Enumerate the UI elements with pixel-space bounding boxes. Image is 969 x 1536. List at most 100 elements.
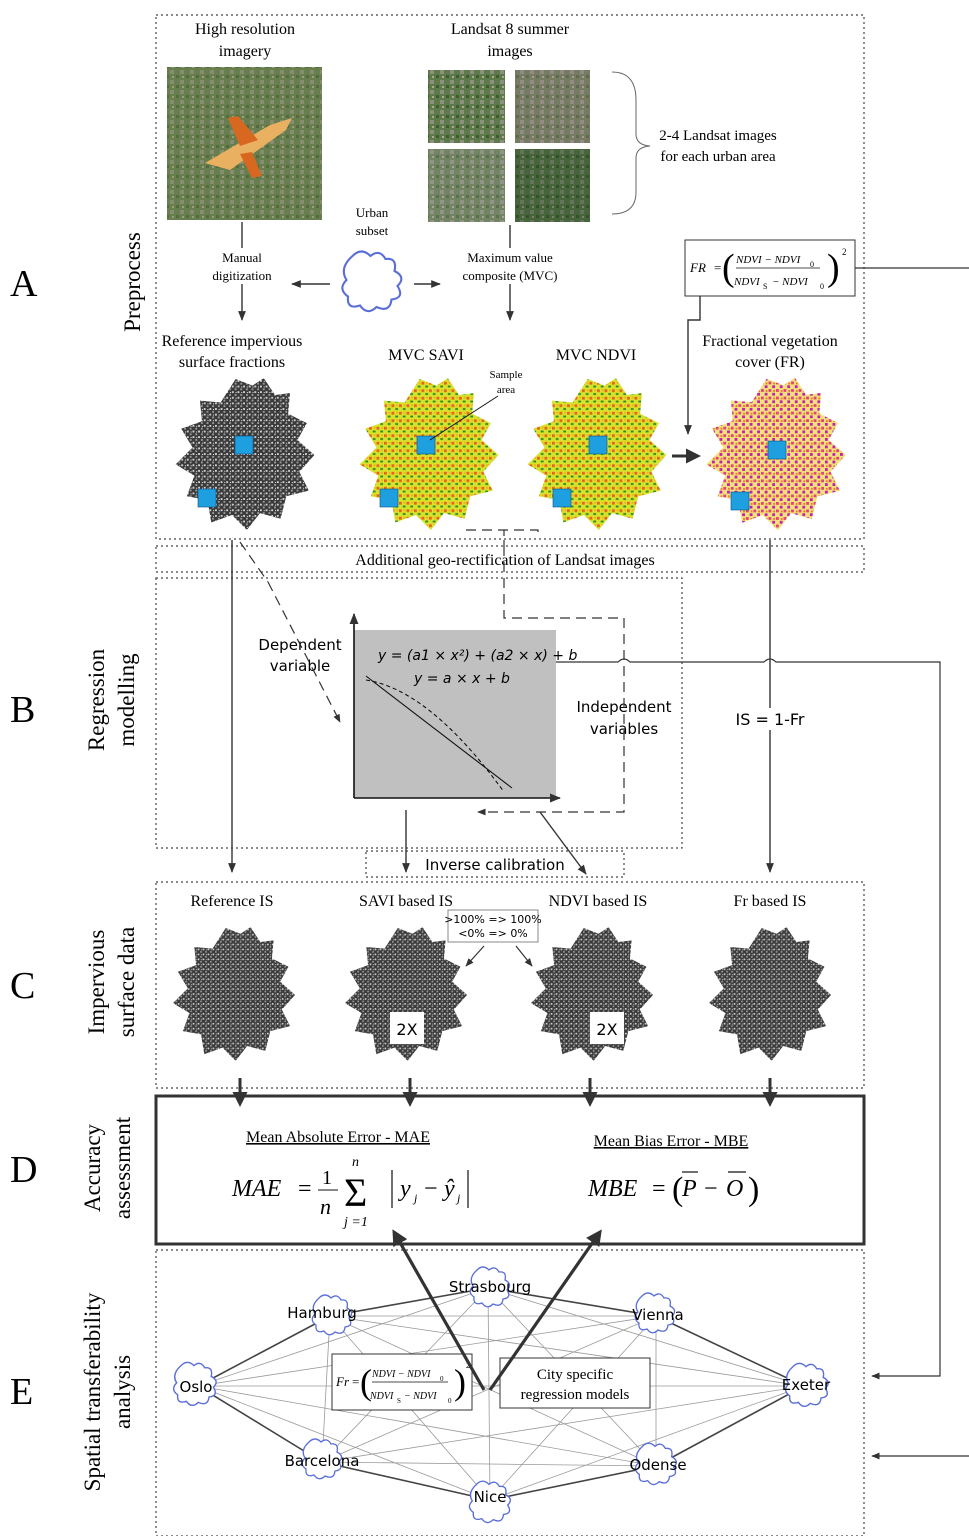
models-box [499, 1357, 651, 1409]
city-odense: Odense [629, 1456, 686, 1474]
urban-subset-label-2: subset [356, 223, 389, 238]
is-fr-label: Fr based IS [734, 893, 807, 910]
svg-text:y: y [398, 1176, 411, 1202]
landsat-label-2: images [487, 43, 532, 60]
is-savi-label: SAVI based IS [359, 893, 453, 910]
independent-arrow [477, 546, 625, 816]
regression-plot [354, 630, 556, 798]
sample-label-1: Sample [490, 369, 523, 381]
svg-text:FR: FR [689, 260, 706, 275]
mbe-title: Mean Bias Error - MBE [594, 1133, 749, 1150]
georect-frame [155, 545, 865, 573]
stage-label-accuracy-1: Accuracy [80, 1123, 105, 1212]
is-to-accuracy-arrows [232, 1078, 778, 1107]
clip-label-2: <0% => 0% [458, 927, 528, 940]
linear-fit-line [365, 675, 513, 789]
stage-letter-c: C [10, 965, 35, 1007]
svg-text:): ) [454, 1362, 466, 1402]
stage-label-transfer-2: analysis [110, 1355, 135, 1429]
svg-text:(: ( [722, 247, 735, 289]
urban-subset-label-1: Urban [356, 205, 389, 220]
svg-text:): ) [827, 247, 840, 289]
transfer-fr-formula: Fr = ( NDVI − NDVI 0 NDVI S − NDVI 0 ) 2 [331, 1353, 473, 1411]
svg-text:ŷ: ŷ [442, 1176, 455, 1202]
svg-text:S: S [397, 1397, 401, 1405]
fvc-label-1: Fractional vegetation [702, 333, 838, 350]
svg-text:NDVI: NDVI [369, 1391, 394, 1402]
stage-label-impervious-2: surface data [114, 927, 139, 1037]
stage-letter-e: E [10, 1371, 33, 1413]
high-res-image [167, 67, 322, 220]
clip-arrow-left [465, 945, 485, 967]
city-vienna: Vienna [632, 1306, 684, 1324]
mbe-formula: MBE = ( P − O ) [587, 1171, 759, 1208]
svg-text:0: 0 [440, 1375, 444, 1383]
svg-text:0: 0 [810, 260, 814, 269]
clip-label-1: >100% => 100% [444, 913, 542, 926]
dependent-label-2: variable [270, 657, 331, 675]
urban-subset-outline [341, 250, 403, 313]
transfer-frame [155, 1249, 865, 1536]
badge-savi [390, 1012, 424, 1044]
stage-letter-d: D [10, 1149, 37, 1191]
svg-text:−: − [704, 1176, 718, 1202]
impervious-frame [155, 881, 865, 1089]
svg-text:(: ( [672, 1171, 683, 1208]
models-to-transfer-line [556, 658, 941, 1380]
ref-label-1: Reference impervious [162, 333, 303, 350]
svg-text:P: P [681, 1176, 697, 1202]
mvc-savi-label: MVC SAVI [388, 347, 464, 364]
landsat-brace [611, 71, 651, 215]
arrow-model-to-ndvi-is [539, 811, 587, 875]
stage-label-transfer-1: Spatial transferability [80, 1292, 105, 1491]
manual-label-bg [198, 248, 286, 284]
mvc-ndvi-label: MVC NDVI [556, 347, 636, 364]
manual-label-1: Manual [222, 250, 262, 265]
svg-text:2: 2 [466, 1361, 470, 1370]
city-hamburg: Hamburg [287, 1304, 357, 1322]
svg-text:− NDVI: − NDVI [404, 1391, 437, 1402]
svg-text:MAE: MAE [231, 1176, 282, 1202]
arrow-fr-formula-to-fvc [684, 296, 701, 435]
badge-ndvi-label: 2X [596, 1020, 617, 1039]
svg-text:j =1: j =1 [342, 1215, 368, 1230]
landsat-images [428, 70, 590, 222]
city-exeter: Exeter [782, 1376, 831, 1394]
landsat-note-2: for each urban area [660, 149, 776, 165]
clip-arrow-right [515, 945, 533, 967]
svg-text:): ) [748, 1171, 759, 1208]
stage-letter-a: A [10, 263, 38, 305]
mvc-label-1: Maximum value [467, 250, 553, 265]
dependent-arrow [267, 581, 341, 723]
georect-label: Additional geo-rectification of Landsat … [355, 552, 654, 569]
section-frames [155, 14, 865, 1536]
high-res-label-2: imagery [219, 43, 271, 60]
inverse-calibration-label: Inverse calibration [425, 856, 564, 874]
is-formula-bg [724, 708, 816, 730]
city-strasbourg: Strasbourg [449, 1278, 531, 1296]
svg-text:O: O [726, 1176, 743, 1202]
stage-label-impervious-1: Impervious [84, 930, 109, 1035]
svg-text:NDVI: NDVI [733, 276, 761, 288]
mae-title: Mean Absolute Error - MAE [246, 1129, 430, 1146]
sample-label-2: area [497, 384, 515, 396]
svg-text:2: 2 [842, 247, 847, 257]
high-res-label-1: High resolution [195, 21, 295, 38]
svg-text:Fr: Fr [335, 1374, 350, 1389]
is-ndvi-label: NDVI based IS [549, 893, 648, 910]
mvc-label-2: composite (MVC) [463, 268, 558, 283]
svg-text:=: = [714, 260, 721, 275]
svg-text:− NDVI: − NDVI [772, 276, 809, 288]
city-nice: Nice [474, 1488, 507, 1506]
badge-ndvi [590, 1012, 624, 1044]
svg-text:=: = [652, 1176, 666, 1202]
svg-text:Σ: Σ [344, 1170, 367, 1215]
landsat-note-1: 2-4 Landsat images [659, 128, 777, 144]
stage-label-accuracy-2: assessment [110, 1116, 135, 1219]
poly-fit-line [365, 679, 505, 793]
svg-text:NDVI − NDVI: NDVI − NDVI [735, 254, 802, 266]
svg-text:=: = [298, 1176, 312, 1202]
is-formula-label: IS = 1-Fr [735, 710, 804, 729]
stage-letter-b: B [10, 689, 35, 731]
network-outer [197, 1287, 805, 1501]
